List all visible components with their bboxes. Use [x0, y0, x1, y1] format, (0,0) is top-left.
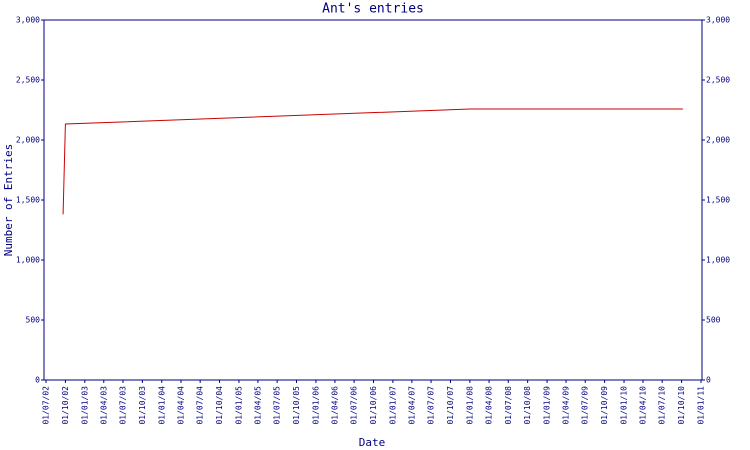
data-line	[62, 108, 683, 215]
x-tick-label: 01/10/05	[292, 386, 301, 425]
y2-tick-label: 3,000	[706, 16, 730, 25]
x-tick-label: 01/10/06	[369, 386, 378, 425]
x-tick-label: 01/04/09	[562, 386, 571, 425]
x-tick-label: 01/01/08	[465, 386, 474, 425]
x-tick-label: 01/10/10	[677, 386, 686, 425]
x-axis-label: Date	[359, 436, 386, 449]
y-tick-label: 3,000	[16, 16, 40, 25]
x-tick-label: 01/07/03	[118, 386, 127, 425]
chart-title: Ant's entries	[322, 2, 424, 17]
x-tick-label: 01/01/03	[80, 386, 89, 425]
y-tick-label: 2,000	[16, 136, 40, 145]
x-tick-label: 01/07/02	[42, 386, 51, 425]
x-tick-label: 01/04/07	[407, 386, 416, 425]
x-tick-label: 01/01/05	[234, 386, 243, 425]
x-tick-label: 01/07/09	[581, 386, 590, 425]
x-tick-label: 01/04/06	[330, 386, 339, 425]
y-tick-label: 1,500	[16, 196, 40, 205]
y2-tick-label: 2,000	[706, 136, 730, 145]
x-tick-label: 01/07/05	[273, 386, 282, 425]
x-tick-label: 01/10/09	[600, 386, 609, 425]
x-tick-label: 01/01/06	[311, 386, 320, 425]
y2-tick-label: 1,000	[706, 256, 730, 265]
y-axis-label: Number of Entries	[2, 144, 15, 257]
x-tick-label: 01/07/06	[350, 386, 359, 425]
x-tick-label: 01/07/07	[427, 386, 436, 425]
x-tick-label: 01/04/10	[639, 386, 648, 425]
x-tick-label: 01/01/10	[620, 386, 629, 425]
x-tick-label: 01/07/10	[658, 386, 667, 425]
x-tick-label: 01/10/08	[523, 386, 532, 425]
x-tick-label: 01/10/04	[215, 386, 224, 425]
x-tick-label: 01/04/04	[176, 386, 185, 425]
y-tick-label: 500	[26, 316, 41, 325]
x-tick-label: 01/01/11	[697, 386, 706, 425]
x-tick-label: 01/10/07	[446, 386, 455, 425]
x-tick-label: 01/07/08	[504, 386, 513, 425]
y-tick-label: 0	[35, 376, 40, 385]
y2-tick-label: 2,500	[706, 76, 730, 85]
x-tick-label: 01/10/03	[138, 386, 147, 425]
y-tick-label: 2,500	[16, 76, 40, 85]
x-tick-label: 01/01/04	[157, 386, 166, 425]
y2-tick-label: 0	[706, 376, 711, 385]
x-tick-label: 01/10/02	[61, 386, 70, 425]
y-tick-label: 1,000	[16, 256, 40, 265]
y2-tick-label: 500	[706, 316, 721, 325]
plot-frame	[43, 19, 703, 381]
x-tick-label: 01/01/07	[388, 386, 397, 425]
x-tick-label: 01/07/04	[196, 386, 205, 425]
x-tick-label: 01/01/09	[543, 386, 552, 425]
x-tick-label: 01/04/05	[253, 386, 262, 425]
x-tick-label: 01/04/03	[99, 386, 108, 425]
y2-tick-label: 1,500	[706, 196, 730, 205]
x-tick-label: 01/04/08	[485, 386, 494, 425]
